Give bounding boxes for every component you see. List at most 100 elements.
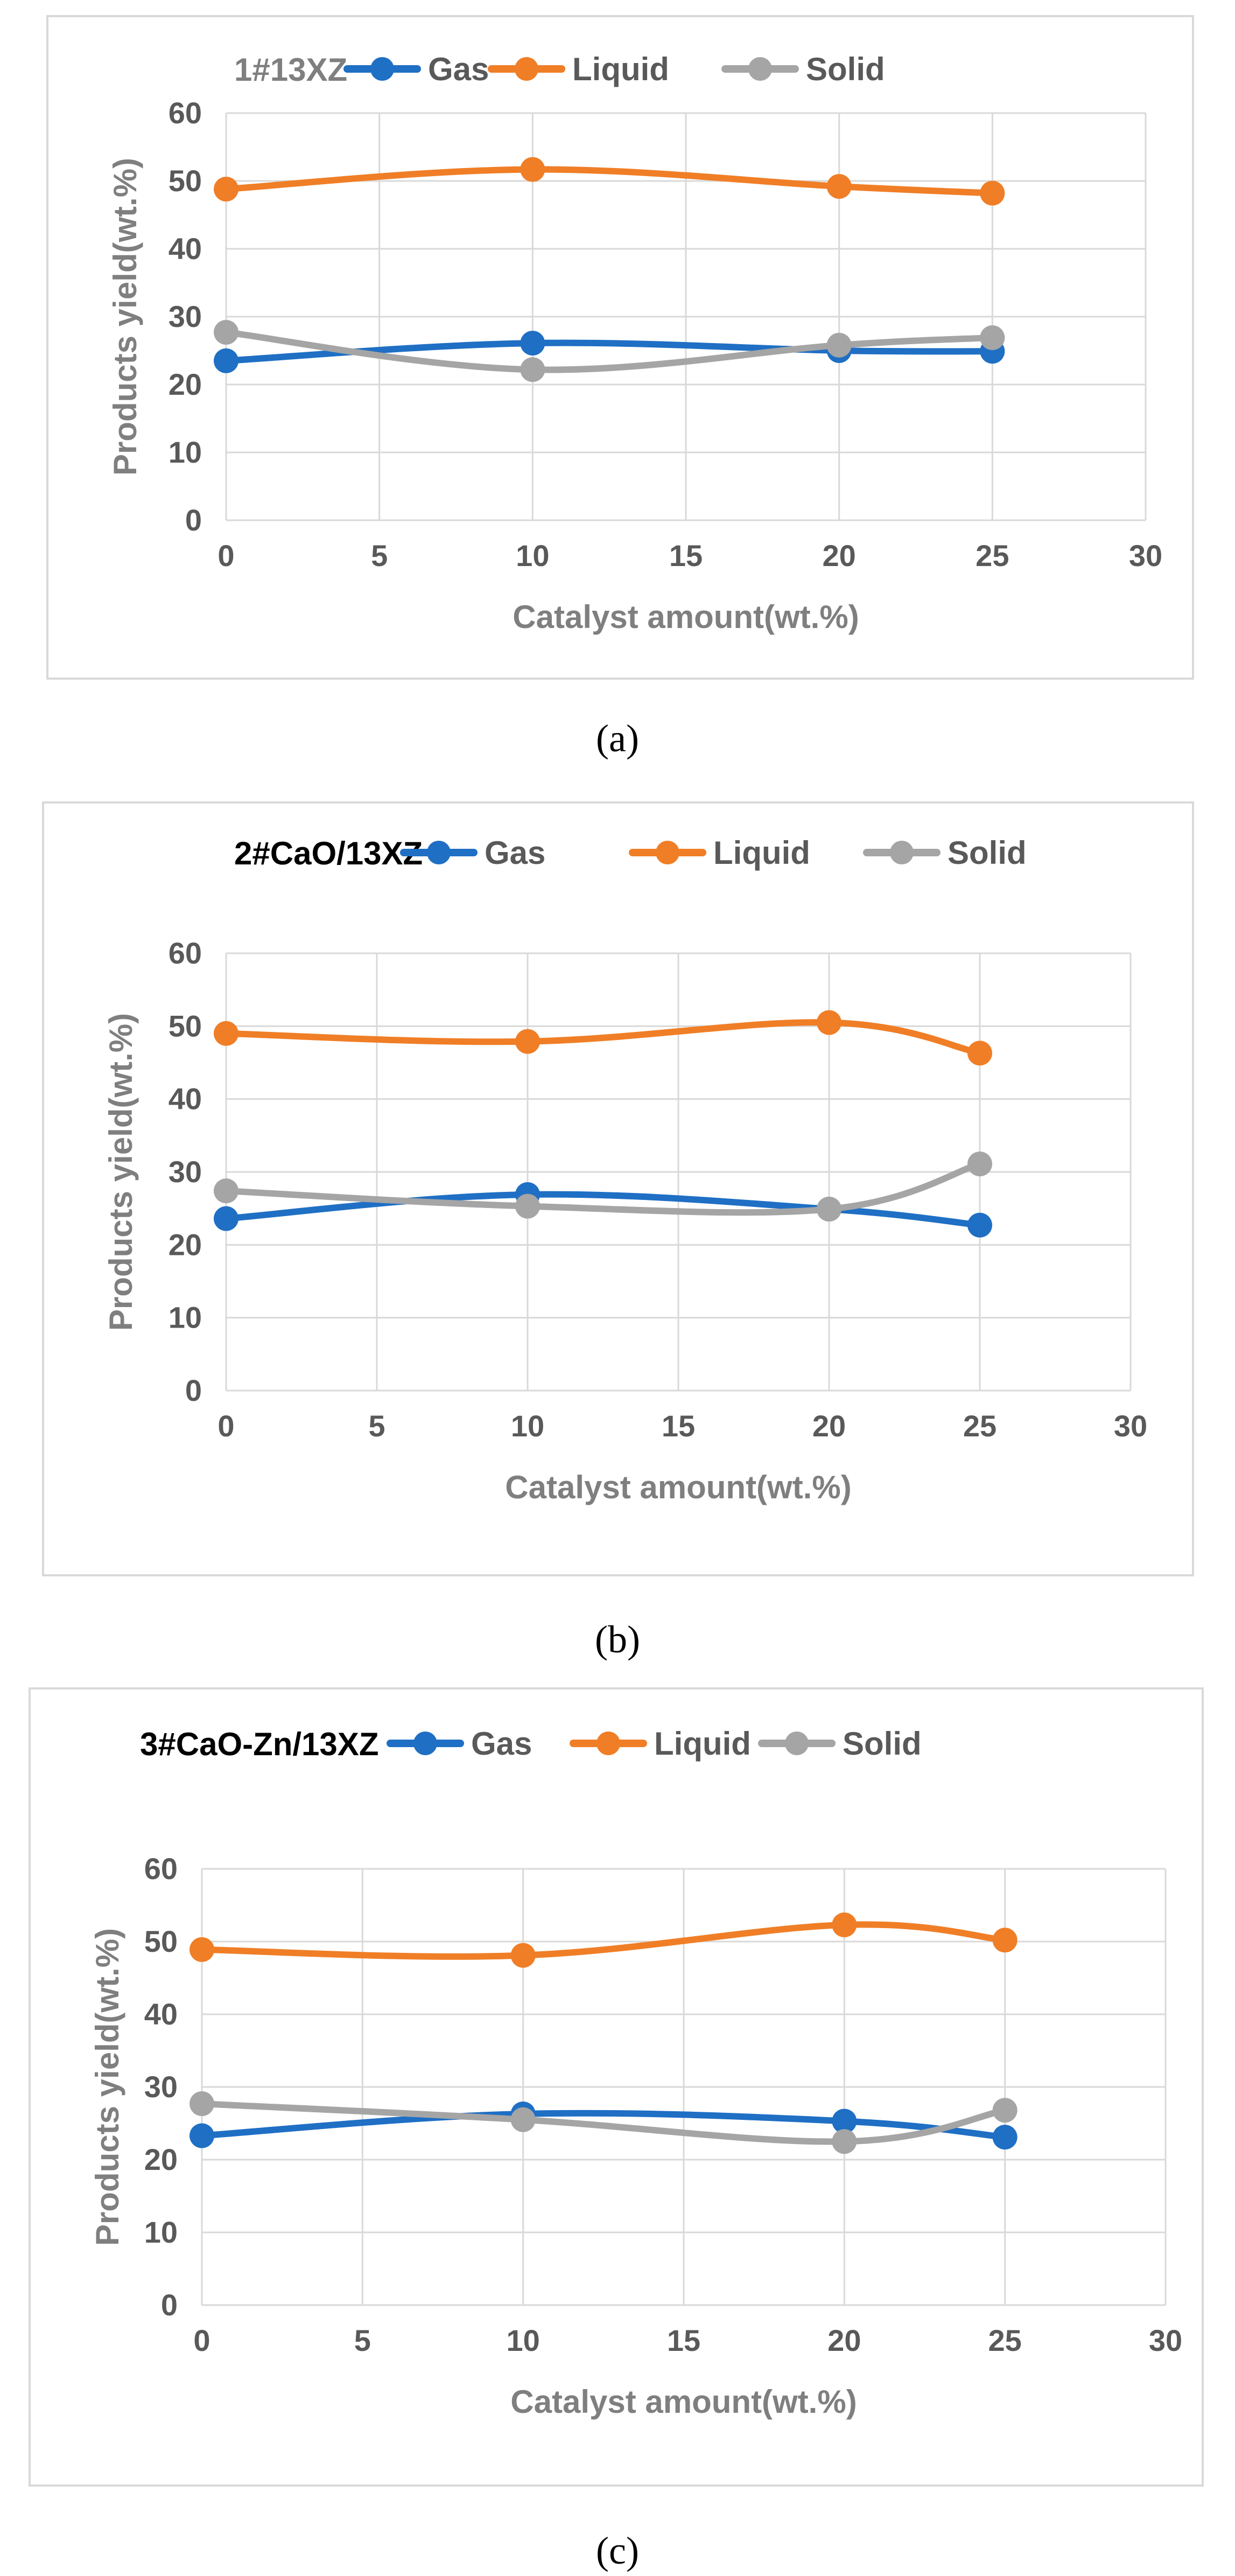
data-point-solid bbox=[832, 2129, 857, 2154]
series-line-liquid bbox=[199, 1921, 1008, 1960]
data-point-liquid bbox=[214, 1021, 238, 1046]
x-tick-label: 30 bbox=[1129, 539, 1162, 573]
series-line-solid bbox=[223, 1161, 983, 1216]
legend-label-solid: Solid bbox=[843, 1726, 922, 1762]
y-tick-label: 40 bbox=[169, 1082, 202, 1116]
data-point-liquid bbox=[817, 1010, 841, 1035]
data-point-liquid bbox=[980, 180, 1005, 206]
chart-frame bbox=[46, 15, 1194, 680]
legend-label-gas: Gas bbox=[471, 1726, 532, 1762]
data-point-liquid bbox=[992, 1928, 1018, 1953]
chart-panel-c: 0 10 20 30 40 50 60 0 5 10 15 20 25 30 Catalyst amount… bbox=[29, 1687, 1204, 2572]
legend-label-liquid: Liquid bbox=[713, 835, 810, 871]
y-tick-label: 20 bbox=[144, 2142, 178, 2176]
x-tick-label: 5 bbox=[354, 2323, 371, 2357]
x-tick-label: 10 bbox=[511, 1409, 544, 1443]
data-point-solid bbox=[980, 325, 1005, 351]
data-point-gas bbox=[214, 348, 238, 373]
y-tick-label: 30 bbox=[169, 1155, 202, 1189]
data-point-gas bbox=[214, 1206, 238, 1231]
y-tick-label: 0 bbox=[185, 503, 202, 537]
data-point-gas bbox=[967, 1212, 992, 1238]
series-line-gas bbox=[199, 2110, 1008, 2141]
legend-label-gas: Gas bbox=[485, 835, 545, 871]
panel-caption: (c) bbox=[596, 2529, 639, 2572]
x-tick-label: 20 bbox=[812, 1409, 846, 1443]
data-point-solid bbox=[520, 357, 545, 382]
y-tick-label: 10 bbox=[169, 435, 202, 469]
data-point-gas bbox=[992, 2125, 1018, 2150]
x-tick-label: 0 bbox=[193, 2323, 210, 2357]
chart-panel-a: 0 10 20 30 40 50 60 0 5 10 15 20 25 30 Catalyst amount… bbox=[46, 15, 1194, 760]
y-tick-label: 40 bbox=[169, 232, 202, 266]
legend-label-liquid: Liquid bbox=[572, 51, 669, 87]
chart-title: 3#CaO-Zn/13XZ bbox=[140, 1726, 378, 1762]
data-point-solid bbox=[515, 1193, 540, 1219]
x-tick-label: 20 bbox=[823, 539, 856, 573]
y-tick-label: 20 bbox=[169, 367, 202, 401]
legend-marker-liquid bbox=[656, 841, 679, 864]
y-tick-label: 10 bbox=[144, 2215, 178, 2249]
x-tick-label: 5 bbox=[371, 539, 388, 573]
x-tick-label: 5 bbox=[368, 1409, 385, 1443]
y-tick-label: 0 bbox=[161, 2288, 178, 2322]
series-line-gas bbox=[223, 1191, 983, 1228]
legend-marker-gas bbox=[413, 1732, 437, 1755]
x-axis-label: Catalyst amount(wt.%) bbox=[505, 1469, 851, 1505]
data-point-solid bbox=[826, 332, 852, 358]
chart-panel-b: 0 10 20 30 40 50 60 0 5 10 15 20 25 30 Catalyst amount… bbox=[42, 801, 1194, 1661]
legend-marker-liquid bbox=[515, 57, 538, 81]
y-tick-label: 30 bbox=[144, 2070, 178, 2104]
y-tick-label: 40 bbox=[144, 1997, 178, 2031]
x-tick-label: 25 bbox=[976, 539, 1009, 573]
x-axis-label: Catalyst amount(wt.%) bbox=[513, 599, 859, 635]
y-axis-label: Products yield(wt.%) bbox=[103, 1013, 139, 1331]
data-point-solid bbox=[992, 2098, 1018, 2123]
x-tick-label: 30 bbox=[1114, 1409, 1147, 1443]
panel-caption: (b) bbox=[595, 1618, 640, 1661]
data-point-liquid bbox=[967, 1041, 992, 1066]
data-point-liquid bbox=[190, 1937, 214, 1962]
y-axis-label: Products yield(wt.%) bbox=[107, 158, 143, 476]
legend-marker-liquid bbox=[597, 1732, 620, 1755]
series-line-liquid bbox=[223, 1019, 983, 1057]
legend-marker-gas bbox=[427, 841, 451, 864]
series-line-solid bbox=[223, 329, 996, 373]
data-point-solid bbox=[510, 2107, 536, 2132]
legend-label-solid: Solid bbox=[806, 51, 885, 87]
series-line-solid bbox=[199, 2100, 1008, 2145]
y-tick-label: 10 bbox=[169, 1301, 202, 1335]
data-point-gas bbox=[190, 2123, 214, 2148]
y-axis-label: Products yield(wt.%) bbox=[89, 1928, 125, 2246]
data-point-solid bbox=[190, 2091, 214, 2117]
data-point-gas bbox=[520, 331, 545, 356]
data-point-liquid bbox=[832, 1912, 857, 1937]
y-tick-label: 60 bbox=[169, 936, 202, 970]
series-line-liquid bbox=[223, 166, 996, 197]
x-tick-label: 25 bbox=[988, 2323, 1022, 2357]
data-point-solid bbox=[214, 1178, 238, 1204]
legend-label-solid: Solid bbox=[948, 835, 1027, 871]
legend-marker-solid bbox=[785, 1732, 809, 1755]
data-point-liquid bbox=[826, 174, 852, 199]
y-tick-label: 50 bbox=[169, 164, 202, 198]
x-tick-label: 25 bbox=[963, 1409, 997, 1443]
legend-marker-solid bbox=[748, 57, 772, 81]
x-tick-label: 0 bbox=[217, 539, 234, 573]
legend-marker-gas bbox=[370, 57, 394, 81]
data-point-liquid bbox=[515, 1029, 540, 1054]
data-point-liquid bbox=[214, 177, 238, 202]
legend-marker-solid bbox=[890, 841, 914, 864]
y-tick-label: 60 bbox=[169, 96, 202, 130]
x-tick-label: 15 bbox=[669, 539, 703, 573]
y-tick-label: 20 bbox=[169, 1227, 202, 1261]
chart-title: 1#13XZ bbox=[234, 52, 347, 88]
legend-label-liquid: Liquid bbox=[654, 1726, 751, 1762]
x-axis-label: Catalyst amount(wt.%) bbox=[510, 2384, 857, 2420]
x-tick-label: 15 bbox=[667, 2323, 700, 2357]
x-tick-label: 20 bbox=[827, 2323, 861, 2357]
data-point-solid bbox=[214, 319, 238, 345]
x-tick-label: 10 bbox=[516, 539, 549, 573]
y-tick-label: 30 bbox=[169, 299, 202, 333]
